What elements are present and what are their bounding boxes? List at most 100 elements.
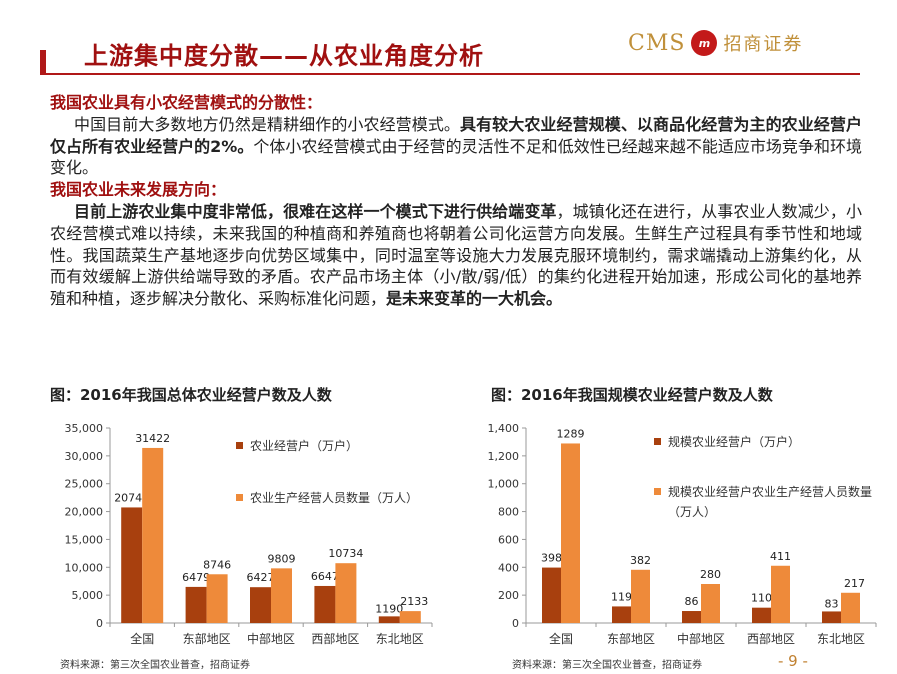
section1-title: 我国农业具有小农经营模式的分散性： bbox=[50, 93, 323, 112]
chart2-bar-persons bbox=[771, 565, 790, 623]
chart1-data-label: 1190 bbox=[375, 602, 403, 615]
chart2-legend-label: 规模农业经营户农业生产经营人员数量 bbox=[668, 484, 872, 499]
chart2-x-tick-label: 东部地区 bbox=[607, 631, 655, 646]
chart1-bar-persons bbox=[399, 611, 421, 623]
chart1-data-label: 6479 bbox=[182, 571, 210, 584]
section2-paragraph: 目前上游农业集中度非常低，很难在这样一个模式下进行供给端变革，城镇化还在进行，从… bbox=[50, 201, 862, 310]
chart2-data-label: 119 bbox=[611, 590, 632, 603]
chart1-data-label: 2133 bbox=[400, 595, 428, 608]
chart2-bar-persons bbox=[631, 569, 650, 623]
chart2-bar-households bbox=[682, 611, 701, 623]
section2-text-bold: 目前上游农业集中度非常低，很难在这样一个模式下进行供给端变革 bbox=[74, 201, 557, 221]
chart1-data-label: 31422 bbox=[135, 432, 170, 445]
chart2-y-tick-label: 1,200 bbox=[488, 450, 520, 463]
header-accent-bar bbox=[40, 50, 46, 74]
chart1-bar-households bbox=[250, 587, 271, 623]
chart1-x-tick-label: 东部地区 bbox=[183, 631, 231, 646]
logo-emblem-icon: m bbox=[691, 30, 718, 56]
chart2-svg: 0 200 400 600 800 1,000 1,200 1,400 全国 398 1289 东部地… bbox=[488, 422, 877, 646]
chart1-bar-persons bbox=[271, 568, 292, 623]
chart2-y-tick-label: 1,000 bbox=[488, 478, 520, 491]
chart2-data-label: 411 bbox=[770, 550, 791, 563]
chart2-y-tick-label: 1,400 bbox=[488, 422, 520, 435]
chart2-y-tick-label: 600 bbox=[498, 533, 519, 546]
chart2-bar-persons bbox=[841, 592, 860, 623]
chart2-bar-households bbox=[822, 611, 841, 623]
chart1-x-tick-label: 全国 bbox=[130, 631, 154, 646]
chart1-legend-label: 农业经营户（万户） bbox=[250, 438, 358, 453]
chart1-bar-households bbox=[121, 507, 143, 623]
chart1-bar-households bbox=[314, 585, 336, 623]
chart2-x-tick-label: 中部地区 bbox=[677, 631, 725, 646]
chart1-source: 资料来源：第三次全国农业普查，招商证券 bbox=[60, 660, 250, 671]
logo-cms-text: CMS bbox=[628, 30, 686, 56]
chart1-svg: 0 5,000 10,000 15,000 20,000 25,000 30,000 35,0… bbox=[65, 422, 433, 646]
body-text: 我国农业具有小农经营模式的分散性： 中国目前大多数地方仍然是精耕细作的小农经营模… bbox=[50, 92, 862, 310]
section1-text-start: 中国目前大多数地方仍然是精耕细作的小农经营模式。 bbox=[74, 114, 460, 134]
chart2-data-label: 217 bbox=[844, 577, 865, 590]
chart1-data-label: 6427 bbox=[247, 571, 275, 584]
chart1-total-farm-households: 0 5,000 10,000 15,000 20,000 25,000 30,000 35,0… bbox=[40, 412, 440, 662]
chart2-legend-swatch bbox=[654, 438, 661, 445]
chart1-data-label: 8746 bbox=[203, 558, 231, 571]
cms-logo: CMS m 招商证券 bbox=[628, 26, 803, 60]
chart2-title: 图：2016年我国规模农业经营户数及人数 bbox=[491, 386, 773, 404]
page-title: 上游集中度分散——从农业角度分析 bbox=[84, 42, 484, 70]
section2-title: 我国农业未来发展方向： bbox=[50, 180, 227, 200]
chart1-y-tick-label: 15,000 bbox=[65, 533, 104, 546]
chart2-scale-farm-households: 0 200 400 600 800 1,000 1,200 1,400 全国 398 1289 东部地… bbox=[484, 412, 884, 662]
chart1-bar-persons bbox=[142, 447, 164, 623]
chart2-y-tick-label: 200 bbox=[498, 589, 519, 602]
header-divider bbox=[40, 73, 860, 75]
chart1-bar-households bbox=[378, 616, 400, 623]
chart2-x-tick-label: 东北地区 bbox=[817, 632, 865, 646]
chart1-x-tick-label: 西部地区 bbox=[311, 631, 359, 646]
chart1-y-tick-label: 10,000 bbox=[65, 561, 104, 574]
logo-chinese-text: 招商证券 bbox=[723, 34, 804, 55]
chart1-x-tick-label: 东北地区 bbox=[376, 632, 424, 646]
chart2-x-tick-label: 西部地区 bbox=[747, 631, 795, 646]
chart2-legend-label: （万人） bbox=[668, 505, 716, 519]
chart1-bar-households bbox=[185, 586, 207, 623]
chart2-x-tick-label: 全国 bbox=[549, 631, 573, 646]
chart1-y-tick-label: 35,000 bbox=[65, 422, 104, 435]
section2-text-end-bold: 是未来变革的一大机会。 bbox=[386, 289, 563, 309]
chart1-title: 图：2016年我国总体农业经营户数及人数 bbox=[50, 386, 332, 404]
chart2-y-tick-label: 400 bbox=[498, 561, 519, 574]
chart2-data-label: 110 bbox=[751, 592, 772, 605]
chart1-y-tick-label: 30,000 bbox=[65, 450, 104, 463]
section1-text-bold: 具有较大农业经营规模、以商品化经营为主的农业经营户仅占所有农业经营户的2%。 bbox=[50, 114, 862, 156]
chart1-data-label: 9809 bbox=[268, 552, 296, 565]
chart2-bar-persons bbox=[701, 584, 720, 623]
chart2-data-label: 280 bbox=[700, 568, 721, 581]
chart2-y-tick-label: 0 bbox=[512, 617, 519, 630]
section1-text-end: 个体小农经营模式由于经营的灵活性不足和低效性已经越来越不能适应市场竞争和环境变化… bbox=[50, 136, 862, 178]
chart1-bar-persons bbox=[206, 574, 228, 623]
chart2-bar-persons bbox=[561, 443, 580, 623]
section1-paragraph: 中国目前大多数地方仍然是精耕细作的小农经营模式。具有较大农业经营规模、以商品化经… bbox=[50, 114, 862, 179]
chart1-x-tick-label: 中部地区 bbox=[247, 631, 295, 646]
chart1-legend-swatch bbox=[236, 442, 243, 449]
chart1-data-label: 10734 bbox=[328, 547, 363, 560]
chart2-legend-swatch bbox=[654, 488, 661, 495]
chart1-bar-persons bbox=[335, 563, 357, 623]
chart1-y-tick-label: 5,000 bbox=[72, 589, 104, 602]
page-number: - 9 - bbox=[778, 652, 808, 670]
chart2-data-label: 1289 bbox=[557, 427, 585, 440]
chart1-y-tick-label: 25,000 bbox=[65, 478, 104, 491]
chart2-bar-households bbox=[612, 606, 631, 623]
section2-text-mid: ，城镇化还在进行，从事农业人数减少，小农经营模式难以持续，未来我国的种植商和养殖… bbox=[50, 201, 862, 309]
chart1-legend-swatch bbox=[236, 494, 243, 501]
chart1-legend-label: 农业生产经营人员数量（万人） bbox=[250, 490, 418, 505]
chart2-data-label: 83 bbox=[825, 597, 839, 610]
chart2-data-label: 398 bbox=[541, 552, 562, 565]
chart2-data-label: 86 bbox=[685, 595, 699, 608]
chart2-bar-households bbox=[542, 567, 561, 623]
chart1-y-tick-label: 0 bbox=[96, 617, 103, 630]
chart2-y-tick-label: 800 bbox=[498, 506, 519, 519]
chart1-data-label: 6647 bbox=[311, 570, 339, 583]
chart2-data-label: 382 bbox=[630, 554, 651, 567]
chart1-data-label: 20743 bbox=[114, 491, 149, 504]
chart2-source: 资料来源：第三次全国农业普查，招商证券 bbox=[512, 660, 702, 671]
chart2-bar-households bbox=[752, 607, 771, 623]
